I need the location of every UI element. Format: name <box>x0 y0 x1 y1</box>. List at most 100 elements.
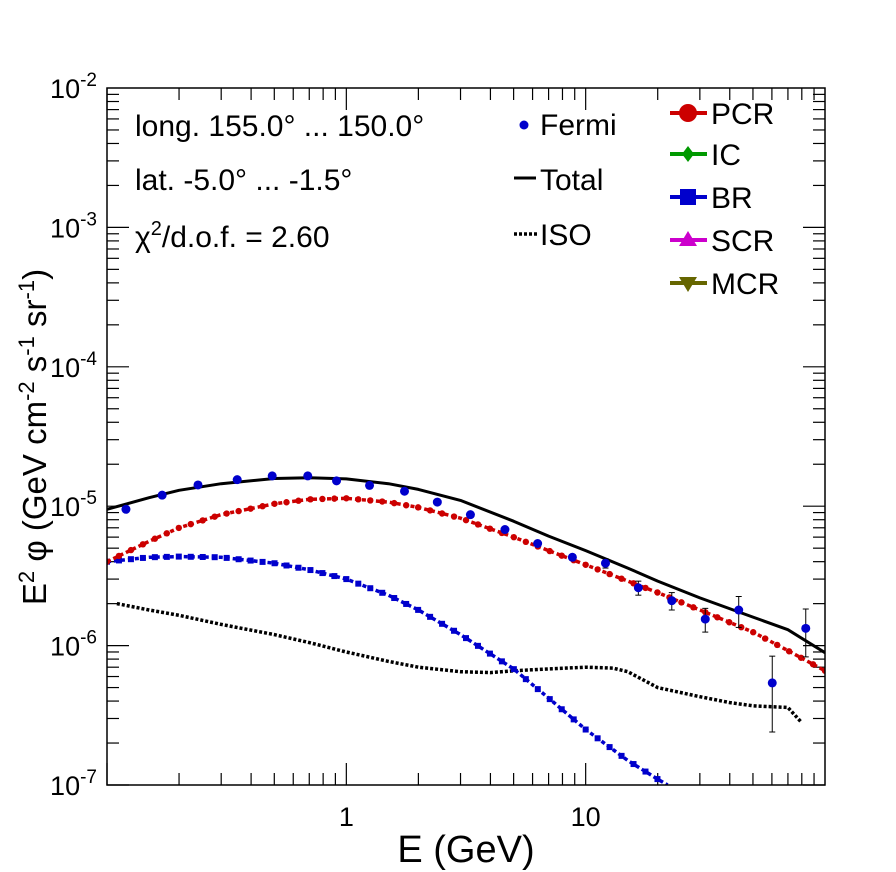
pcr-marker <box>522 538 530 546</box>
br-marker <box>582 726 589 733</box>
x-axis-label: E (GeV) <box>397 829 534 871</box>
br-marker <box>451 627 458 634</box>
legend-right: PCR IC BR SCR MCR <box>670 98 779 301</box>
br-marker <box>271 560 278 567</box>
y-axis-label: E2 φ (GeV cm-2 s-1 sr-1) <box>14 269 53 605</box>
fermi-point <box>567 552 577 562</box>
y-tick-label: 10-6 <box>50 628 97 662</box>
pcr-marker <box>331 495 338 502</box>
y-tick-label: 10-3 <box>50 209 97 243</box>
br-marker <box>247 557 254 564</box>
br-marker <box>570 716 577 723</box>
y-tick-label: 10-4 <box>50 349 97 383</box>
pcr-marker <box>115 552 123 560</box>
br-marker <box>187 553 194 560</box>
pcr-marker <box>127 546 135 554</box>
br-marker <box>139 554 146 561</box>
br-marker <box>606 744 613 751</box>
br-marker <box>367 585 374 592</box>
pcr-marker <box>785 648 793 655</box>
pcr-marker <box>618 575 625 582</box>
legend-fermi-label: Fermi <box>540 109 617 142</box>
br-marker <box>642 768 649 775</box>
pcr-marker <box>139 541 147 548</box>
br-marker <box>415 606 422 613</box>
pcr-marker <box>690 604 697 611</box>
pcr-marker <box>797 654 805 661</box>
br-marker <box>175 553 182 560</box>
legend-pcr-label: PCR <box>711 98 774 131</box>
pcr-marker <box>295 497 302 504</box>
fermi-point <box>232 475 242 485</box>
annotation-longitude: long. 155.0° ... 150.0° <box>135 110 424 143</box>
y-tick-labels: 10-7 10-6 10-5 10-4 10-3 10-2 <box>50 70 97 801</box>
legend-scr-marker <box>679 231 697 246</box>
br-marker <box>127 556 134 563</box>
br-marker <box>474 642 481 649</box>
pcr-marker <box>367 497 374 504</box>
legend-total-label: Total <box>540 164 603 197</box>
x-tick-label: 10 <box>571 802 601 832</box>
pcr-marker <box>438 510 446 517</box>
legend-entry-pcr: PCR <box>670 98 774 131</box>
annotation-latitude: lat. -5.0° ... -1.5° <box>135 164 352 197</box>
legend-fermi-marker <box>519 120 529 130</box>
br-marker <box>391 595 398 602</box>
br-marker <box>618 752 625 759</box>
pcr-marker <box>510 534 518 541</box>
pcr-marker <box>199 517 206 524</box>
legend-entry-total: Total <box>514 164 603 197</box>
fermi-point <box>365 480 375 490</box>
br-marker <box>522 676 529 683</box>
pcr-marker <box>283 499 290 506</box>
br-marker <box>546 696 553 703</box>
fermi-point <box>121 504 131 514</box>
br-marker <box>355 580 362 587</box>
pcr-marker <box>654 589 661 596</box>
fermi-point <box>533 539 543 549</box>
fermi-point <box>801 623 811 633</box>
legend-entry-scr: SCR <box>670 225 774 258</box>
pcr-marker <box>726 619 733 626</box>
pcr-marker <box>379 498 386 505</box>
fermi-point <box>332 476 342 486</box>
pcr-marker <box>594 566 601 573</box>
br-marker <box>463 635 469 642</box>
br-marker <box>283 562 290 569</box>
br-marker <box>403 600 410 607</box>
legend-br-marker <box>680 189 696 205</box>
plot-frame <box>106 87 826 786</box>
fermi-point <box>432 497 442 507</box>
pcr-marker <box>391 499 398 507</box>
pcr-marker <box>450 513 458 520</box>
pcr-line <box>107 496 825 673</box>
pcr-marker <box>761 635 769 642</box>
br-marker <box>151 554 158 561</box>
pcr-marker <box>163 530 171 537</box>
pcr-marker <box>107 558 111 565</box>
fermi-point <box>700 614 710 624</box>
br-marker <box>223 554 230 561</box>
legend-entry-ic: IC <box>670 139 741 172</box>
legend-entry-mcr: MCR <box>670 268 779 301</box>
br-marker <box>558 706 565 713</box>
pcr-marker <box>211 513 218 520</box>
br-marker <box>439 620 446 627</box>
legend-ic-marker <box>682 146 694 162</box>
legend-entry-fermi: Fermi <box>519 109 617 142</box>
legend-br-label: BR <box>711 182 753 215</box>
pcr-marker <box>175 524 182 532</box>
br-marker <box>307 567 314 574</box>
pcr-marker <box>402 502 410 509</box>
series-layer <box>107 471 825 785</box>
legend-pcr-marker <box>679 104 697 122</box>
pcr-marker <box>259 503 266 510</box>
axis-ticks <box>106 88 825 786</box>
br-marker <box>319 570 326 577</box>
pcr-marker <box>750 629 757 636</box>
fermi-point <box>633 583 643 593</box>
br-marker <box>199 553 206 560</box>
br-marker <box>379 589 386 596</box>
pcr-marker <box>319 495 326 503</box>
